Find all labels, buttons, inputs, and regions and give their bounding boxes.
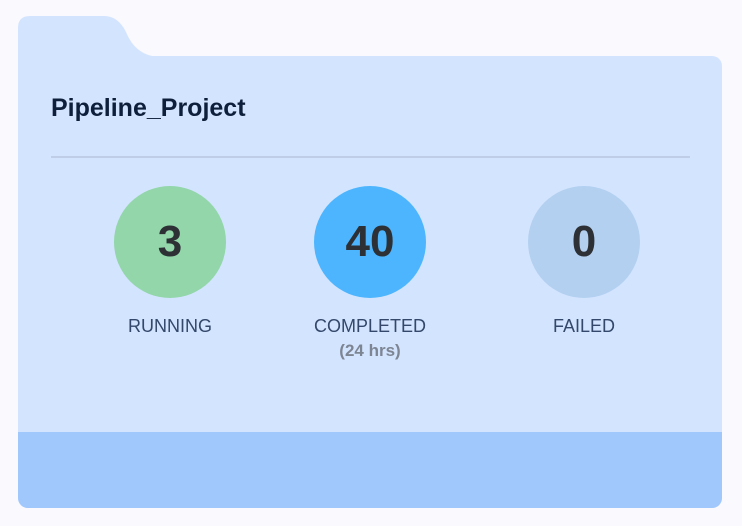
completed-label: COMPLETED: [313, 316, 427, 336]
failed-count-circle: 0: [528, 186, 640, 298]
running-label: RUNNING: [128, 316, 212, 336]
card-body: Pipeline_Project 3 RUNNING 40 COMPLETED …: [18, 56, 722, 508]
project-card: Pipeline_Project 3 RUNNING 40 COMPLETED …: [18, 16, 722, 508]
card-footer: [18, 432, 722, 508]
stat-failed[interactable]: 0 FAILED: [484, 186, 684, 337]
divider: [51, 156, 690, 158]
completed-count-circle: 40: [314, 186, 426, 298]
stat-completed[interactable]: 40 COMPLETED (24 hrs): [270, 186, 470, 361]
running-count-circle: 3: [114, 186, 226, 298]
completed-sublabel: (24 hrs): [339, 341, 401, 360]
project-title: Pipeline_Project: [51, 94, 246, 122]
stat-running[interactable]: 3 RUNNING: [70, 186, 270, 337]
failed-label: FAILED: [552, 316, 616, 336]
